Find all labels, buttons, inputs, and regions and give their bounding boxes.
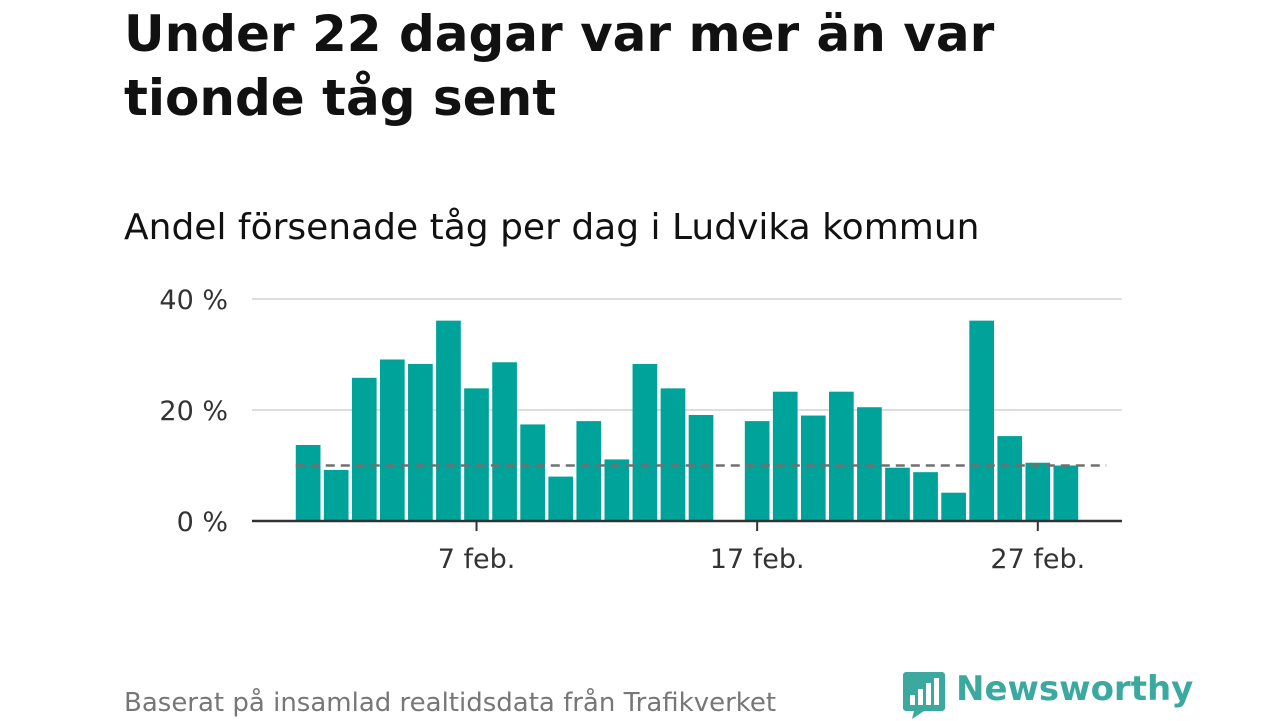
y-tick-label: 20 % xyxy=(159,396,228,427)
x-tick-label: 7 feb. xyxy=(438,544,516,575)
bar xyxy=(913,472,938,521)
bar xyxy=(295,444,321,521)
bar xyxy=(632,363,658,521)
brand-logo: Newsworthy xyxy=(902,669,1194,720)
y-axis-ticks: 0 % 20 % 40 % xyxy=(159,285,228,538)
bar xyxy=(1025,462,1051,521)
bar xyxy=(464,388,489,521)
bar xyxy=(660,388,686,521)
bar xyxy=(520,424,545,521)
bar xyxy=(857,407,882,521)
bar xyxy=(688,414,714,521)
brand-name: Newsworthy xyxy=(956,669,1194,709)
bar xyxy=(576,421,602,521)
bar xyxy=(800,415,826,521)
x-tick-label: 17 feb. xyxy=(710,544,805,575)
x-axis-ticks: 7 feb. 17 feb. 27 feb. xyxy=(438,521,1085,575)
bar xyxy=(604,459,630,521)
bar xyxy=(941,492,966,521)
bar xyxy=(997,436,1023,521)
bar xyxy=(379,359,405,521)
bar xyxy=(492,362,517,521)
bar xyxy=(829,391,854,521)
x-tick-label: 27 feb. xyxy=(990,544,1085,575)
source-note: Baserat på insamlad realtidsdata från Tr… xyxy=(124,688,777,718)
bar xyxy=(885,467,910,521)
bar-chart: 0 % 20 % 40 % 7 feb. 17 feb. 27 feb. xyxy=(159,285,1122,575)
bar xyxy=(351,377,377,521)
bar xyxy=(548,476,574,521)
chart-subtitle: Andel försenade tåg per dag i Ludvika ko… xyxy=(124,207,980,248)
bar xyxy=(408,363,433,521)
bar xyxy=(969,320,995,521)
y-tick-label: 40 % xyxy=(159,285,228,316)
bar xyxy=(323,469,349,521)
bar xyxy=(436,320,461,521)
bar xyxy=(772,391,798,521)
y-tick-label: 0 % xyxy=(177,507,228,538)
bars xyxy=(295,320,1079,521)
bar-chart-speech-bubble-icon xyxy=(903,672,945,719)
chart-title: Under 22 dagar var mer än var tionde tåg… xyxy=(124,5,995,127)
bar xyxy=(744,421,770,521)
bar xyxy=(1053,465,1079,521)
